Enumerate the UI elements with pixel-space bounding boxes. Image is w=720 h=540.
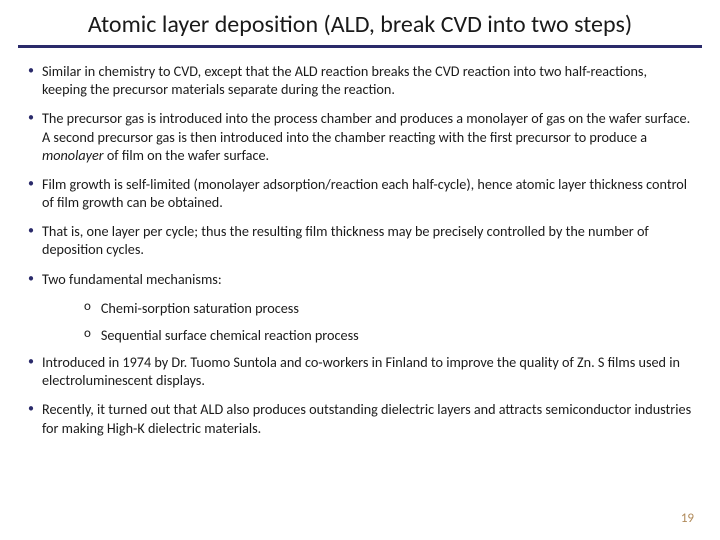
bullet-text-em: monolayer: [42, 146, 104, 164]
bullet-item: • Introduced in 1974 by Dr. Tuomo Suntol…: [28, 353, 692, 389]
sub-bullet-item: o Chemi-sorption saturation process: [84, 299, 692, 317]
title-underline: [18, 45, 702, 48]
bullet-dot-icon: •: [28, 402, 34, 417]
sub-bullet-list: o Chemi-sorption saturation process o Se…: [84, 299, 692, 344]
sub-bullet-text: Chemi-sorption saturation process: [101, 299, 299, 317]
bullet-text: The precursor gas is introduced into the…: [42, 109, 692, 164]
bullet-dot-icon: •: [28, 111, 34, 126]
bullet-text-post: of film on the wafer surface.: [104, 146, 269, 164]
bullet-text: Two fundamental mechanisms:: [42, 270, 692, 288]
bullet-item: • The precursor gas is introduced into t…: [28, 109, 692, 164]
bullet-text: Film growth is self-limited (monolayer a…: [42, 175, 692, 211]
sub-bullet-item: o Sequential surface chemical reaction p…: [84, 326, 692, 344]
sub-bullet-text: Sequential surface chemical reaction pro…: [101, 326, 359, 344]
bullet-item: • Similar in chemistry to CVD, except th…: [28, 62, 692, 98]
bullet-item: • Film growth is self-limited (monolayer…: [28, 175, 692, 211]
slide-title: Atomic layer deposition (ALD, break CVD …: [0, 0, 720, 45]
slide-body: • Similar in chemistry to CVD, except th…: [0, 62, 720, 437]
bullet-text: Recently, it turned out that ALD also pr…: [42, 400, 692, 436]
bullet-item: • That is, one layer per cycle; thus the…: [28, 222, 692, 258]
bullet-dot-icon: •: [28, 177, 34, 192]
bullet-dot-icon: •: [28, 224, 34, 239]
bullet-text: Similar in chemistry to CVD, except that…: [42, 62, 692, 98]
bullet-dot-icon: •: [28, 355, 34, 370]
sub-bullet-circle-icon: o: [84, 299, 91, 316]
bullet-item: • Recently, it turned out that ALD also …: [28, 400, 692, 436]
bullet-text: Introduced in 1974 by Dr. Tuomo Suntola …: [42, 353, 692, 389]
bullet-text: That is, one layer per cycle; thus the r…: [42, 222, 692, 258]
bullet-dot-icon: •: [28, 272, 34, 287]
bullet-item: • Two fundamental mechanisms:: [28, 270, 692, 288]
bullet-dot-icon: •: [28, 64, 34, 79]
bullet-text-pre: The precursor gas is introduced into the…: [42, 109, 690, 145]
sub-bullet-circle-icon: o: [84, 326, 91, 343]
page-number: 19: [681, 511, 694, 526]
